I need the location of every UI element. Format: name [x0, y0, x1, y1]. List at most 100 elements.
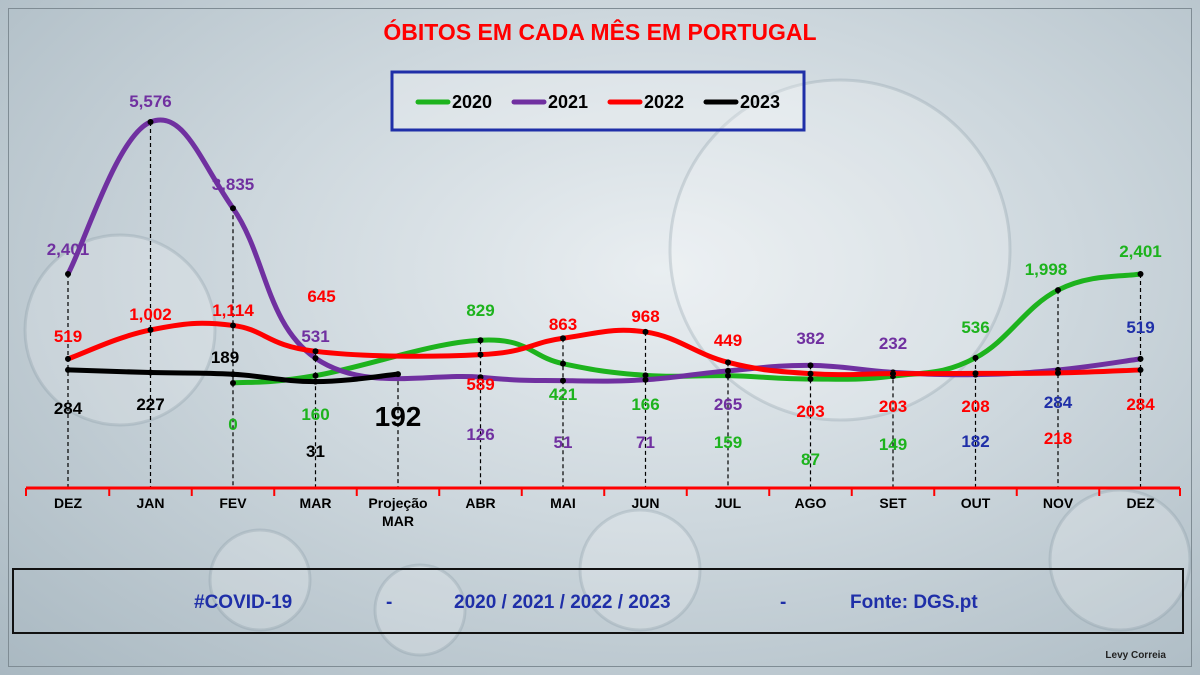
data-point-2022: [807, 370, 814, 377]
data-label-2023: 31: [306, 442, 325, 461]
data-label-2023: 284: [54, 399, 83, 418]
data-point-2021: [807, 362, 814, 369]
data-label-2020: 159: [714, 433, 742, 452]
data-label-2022: 203: [796, 402, 824, 421]
data-label-2020: 421: [549, 385, 577, 404]
series-line-2020: [230, 271, 1143, 386]
x-tick-label: SET: [879, 495, 907, 511]
data-label-2023: 227: [136, 395, 164, 414]
data-label-2021: 71: [636, 433, 655, 452]
data-label-2022: 203: [879, 397, 907, 416]
data-point-2021: [65, 270, 71, 277]
legend-label-2020: 2020: [452, 92, 492, 112]
data-point-2020: [725, 372, 731, 379]
virus-background-shape: [1048, 488, 1192, 632]
data-label-2023: 192: [375, 401, 422, 432]
x-tick-label: MAR: [300, 495, 332, 511]
x-tick-label: FEV: [219, 495, 247, 511]
data-label-2022: 208: [961, 397, 989, 416]
data-point-2022: [972, 370, 979, 377]
data-label-2021: 3,835: [212, 175, 255, 194]
data-label-2021: 5,576: [129, 92, 172, 111]
data-label-2020: 0: [228, 415, 237, 434]
data-point-2021: [312, 355, 319, 362]
x-tick-label: MAI: [550, 495, 576, 511]
footer-years: 2020 / 2021 / 2022 / 2023: [454, 592, 671, 613]
data-label-2022: 449: [714, 331, 742, 350]
data-label-2021: 382: [796, 329, 824, 348]
x-tick-label: JUL: [715, 495, 742, 511]
data-label-2021: 232: [879, 334, 907, 353]
data-label-2022: 1,002: [129, 305, 172, 324]
data-point-2022: [642, 328, 649, 335]
data-label-2022: 218: [1044, 429, 1072, 448]
data-label-2020: 166: [631, 395, 659, 414]
data-label-2021: 284: [1044, 393, 1073, 412]
x-tick-label: MAR: [382, 513, 414, 529]
x-tick-label: OUT: [961, 495, 991, 511]
x-tick-label: JAN: [136, 495, 164, 511]
virus-background-shape: [578, 508, 702, 632]
data-label-2022: 863: [549, 315, 577, 334]
virus-background-shape: [208, 528, 312, 632]
data-point-2021: [477, 374, 484, 381]
data-label-2021: 531: [301, 327, 329, 346]
data-point-2021: [147, 119, 154, 125]
legend-label-2021: 2021: [548, 92, 588, 112]
data-label-2020: 829: [466, 301, 494, 320]
footer-box: #COVID-19 - 2020 / 2021 / 2022 / 2023 - …: [12, 568, 1184, 634]
author-credit: Levy Correia: [1105, 650, 1166, 661]
data-point-2022: [725, 359, 731, 366]
data-point-2021: [642, 376, 649, 383]
footer-hashtag: #COVID-19: [194, 592, 293, 613]
legend-label-2023: 2023: [740, 92, 780, 112]
footer-separator: -: [780, 592, 787, 613]
data-point-2020: [477, 337, 484, 344]
data-point-2022: [230, 322, 236, 329]
data-label-2021: 126: [466, 425, 494, 444]
data-label-2021: 519: [1126, 318, 1154, 337]
data-point-2022: [1137, 366, 1144, 373]
data-point-2022: [147, 326, 154, 333]
x-tick-label: NOV: [1043, 495, 1074, 511]
data-label-2022: 284: [1126, 395, 1155, 414]
data-point-2023: [312, 378, 319, 385]
data-point-2022: [477, 351, 484, 358]
legend-label-2022: 2022: [644, 92, 684, 112]
data-label-2022: 968: [631, 307, 659, 326]
data-point-2020: [807, 375, 814, 382]
data-label-2022: 589: [466, 375, 494, 394]
data-label-2022: 519: [54, 327, 82, 346]
chart-title: ÓBITOS EM CADA MÊS EM PORTUGAL: [383, 18, 816, 45]
data-label-2020: 2,401: [1119, 242, 1162, 261]
data-point-2022: [312, 348, 319, 355]
data-point-2021: [560, 377, 566, 384]
data-label-2020: 149: [879, 435, 907, 454]
data-point-2020: [972, 354, 979, 361]
virus-background-shape: [23, 233, 217, 427]
data-label-2022: 645: [307, 287, 335, 306]
x-tick-label: DEZ: [54, 495, 82, 511]
data-label-2020: 87: [801, 450, 820, 469]
data-label-2020: 160: [301, 405, 329, 424]
data-label-2020: 1,998: [1025, 260, 1068, 279]
data-label-2021: 182: [961, 432, 989, 451]
data-point-2022: [890, 370, 896, 377]
data-label-2021: 2,401: [47, 240, 90, 259]
data-point-2023: [65, 366, 71, 373]
data-point-2021: [230, 205, 236, 212]
data-point-2020: [560, 360, 566, 367]
data-point-2021: [725, 367, 731, 374]
data-label-2021: 51: [554, 433, 573, 452]
data-point-2021: [1137, 355, 1144, 362]
data-point-2023: [395, 371, 401, 378]
data-point-2020: [1137, 270, 1144, 277]
x-tick-label: ABR: [465, 495, 495, 511]
virus-background-shape: [668, 78, 1012, 422]
footer-source: Fonte: DGS.pt: [850, 592, 978, 613]
data-point-2020: [1055, 287, 1061, 294]
data-label-2022: 1,114: [212, 301, 254, 320]
x-tick-label: JUN: [631, 495, 659, 511]
